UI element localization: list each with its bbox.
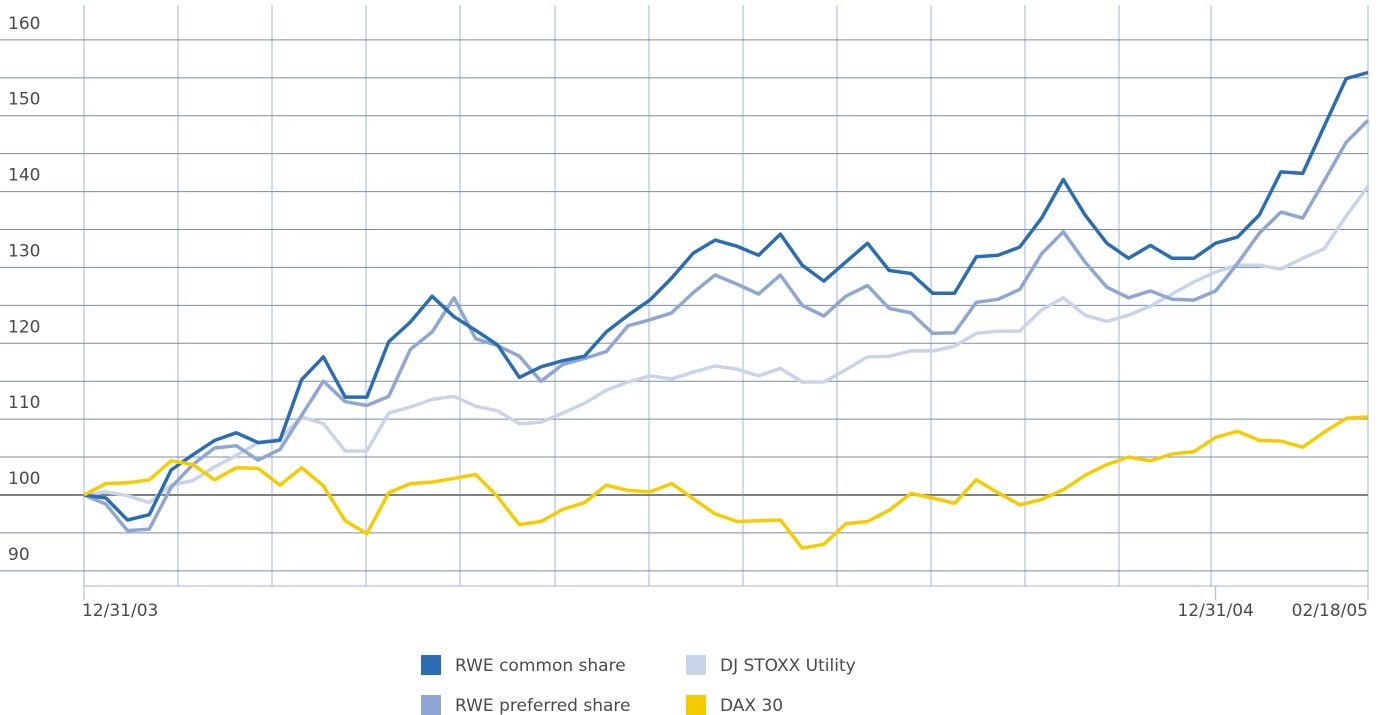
y-tick-label: 160	[8, 14, 40, 34]
series-line	[83, 70, 1369, 522]
legend-swatch	[421, 655, 441, 675]
y-tick-label: 100	[8, 469, 40, 489]
series-line	[83, 119, 1370, 533]
y-tick-label: 90	[8, 545, 30, 565]
x-tick-label: 02/18/05	[1292, 601, 1368, 621]
x-tick-label: 12/31/04	[1177, 601, 1253, 621]
y-tick-label: 110	[8, 393, 40, 413]
legend-label: RWE preferred share	[455, 696, 630, 715]
legend-swatch	[421, 695, 441, 715]
legend-label: DAX 30	[720, 696, 783, 715]
month-grid	[83, 5, 1369, 586]
y-tick-label: 150	[8, 90, 40, 110]
legend-label: DJ STOXX Utility	[720, 656, 856, 676]
y-tick-label: 120	[8, 317, 40, 337]
legend-swatch	[686, 655, 706, 675]
series-line	[83, 415, 1369, 550]
legend-swatch	[686, 695, 706, 715]
x-tick-label: 12/31/03	[82, 601, 158, 621]
y-tick-label: 130	[8, 241, 40, 261]
legend-label: RWE common share	[455, 656, 626, 676]
y-tick-label: 140	[8, 166, 40, 186]
